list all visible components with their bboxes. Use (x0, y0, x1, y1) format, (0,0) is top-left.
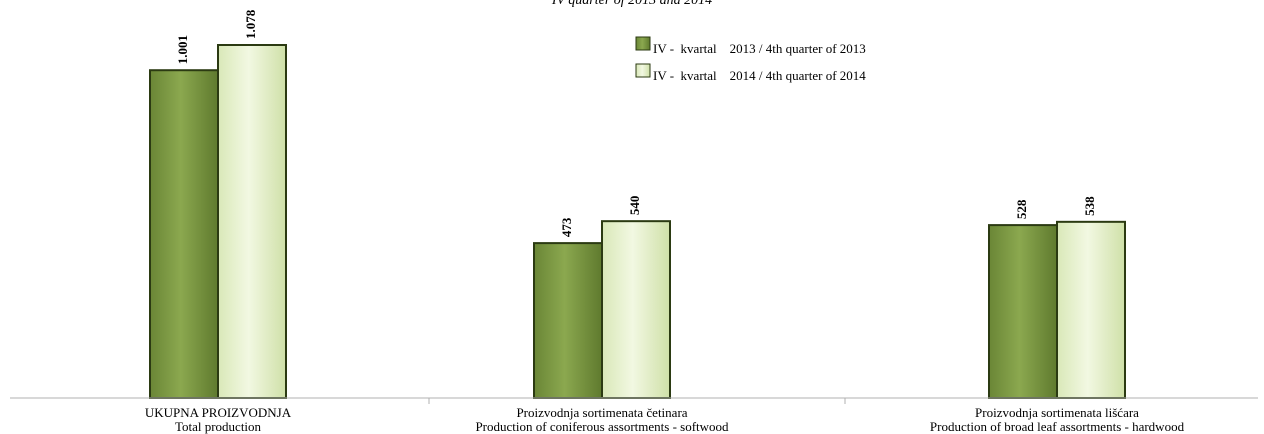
bar-2013-cat-0 (149, 69, 219, 399)
x-tick-label: Proizvodnja sortimenata četinara (516, 405, 687, 420)
legend: IV - kvartal 2013 / 4th quarter of 2013 … (635, 36, 866, 83)
x-tick-label: UKUPNA PROIZVODNJA (145, 405, 292, 420)
x-tick-label: Production of broad leaf assortments - h… (930, 419, 1185, 434)
bar-2013-cat-2 (988, 224, 1058, 399)
x-tick-label: Total production (175, 419, 262, 434)
bar-2014-cat-0 (217, 44, 287, 399)
value-labels-group: 1.001 1.078 473 540 528 538 (175, 9, 1097, 237)
bars-group (149, 44, 1126, 399)
bar-2013-cat-1 (533, 242, 603, 399)
value-label: 1.078 (243, 9, 258, 39)
bar-2014-cat-2 (1056, 220, 1126, 399)
value-label: 538 (1082, 196, 1097, 216)
value-label: 540 (627, 196, 642, 216)
bar-2014-cat-1 (601, 220, 671, 399)
x-tick-label: Proizvodnja sortimenata lišćara (975, 405, 1139, 420)
chart-title: IV quarter of 2013 and 2014 (551, 0, 712, 8)
value-label: 473 (559, 217, 574, 237)
legend-swatch-2014 (635, 63, 651, 78)
value-label: 1.001 (175, 35, 190, 64)
value-label: 528 (1014, 199, 1029, 219)
legend-label-2013: IV - kvartal 2013 / 4th quarter of 2013 (653, 41, 866, 56)
legend-swatch-2013 (635, 36, 651, 51)
x-tick-label: Production of coniferous assortments - s… (475, 419, 729, 434)
legend-label-2014: IV - kvartal 2014 / 4th quarter of 2014 (653, 68, 866, 83)
